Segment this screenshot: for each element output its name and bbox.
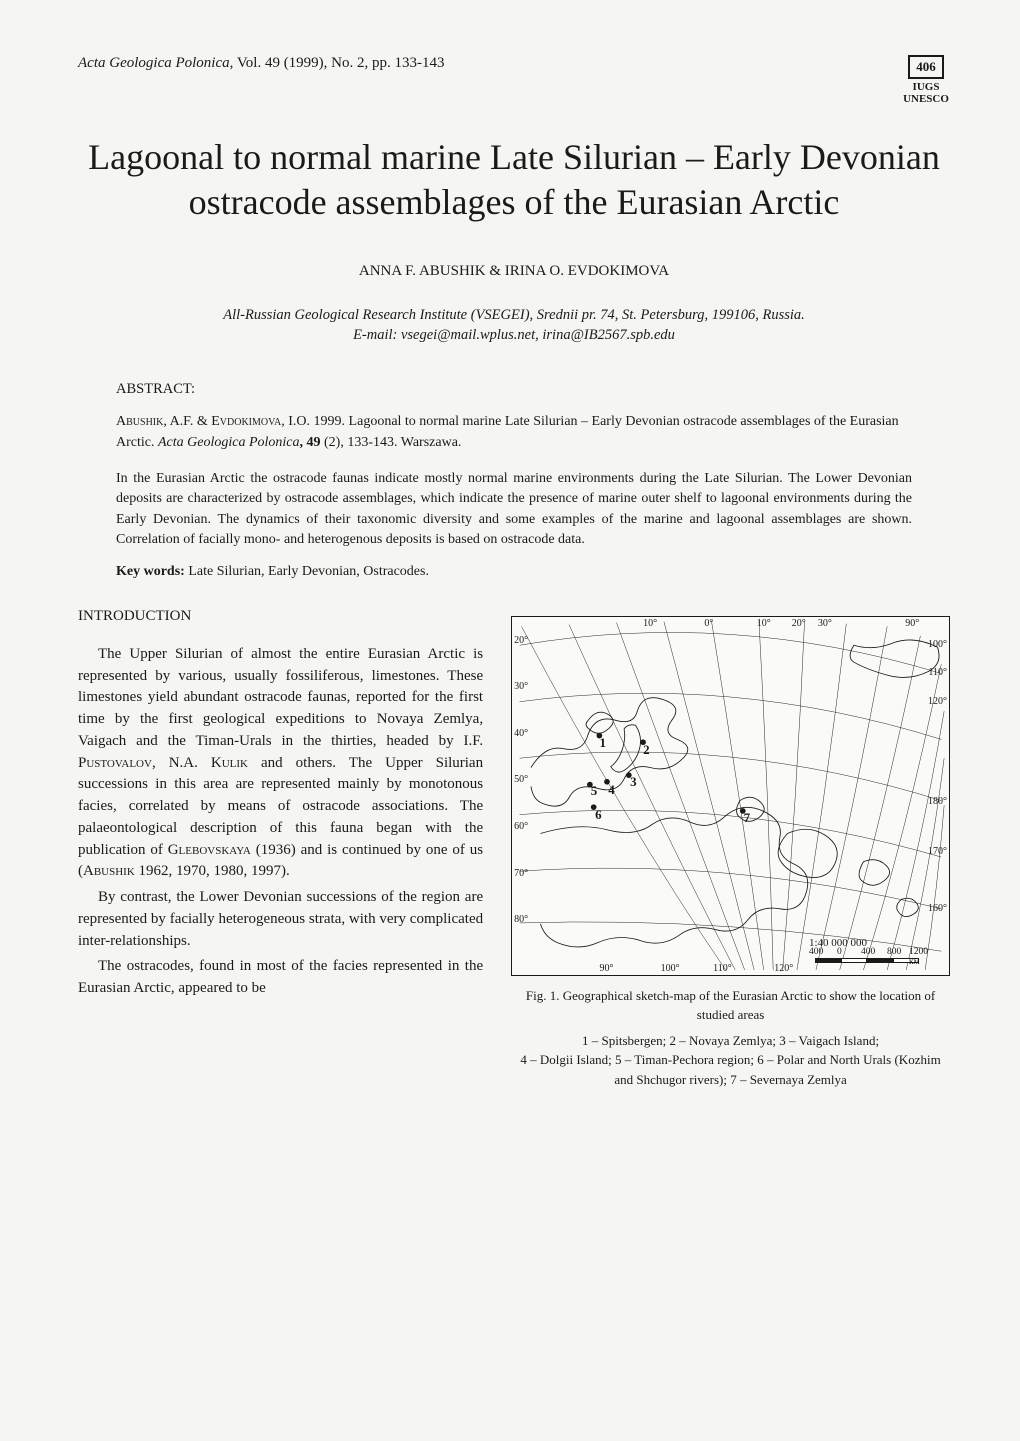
site-marker-3: 3	[630, 774, 637, 790]
deg-top-10e: 10°	[757, 618, 771, 629]
deg-left-60: 60°	[514, 821, 528, 832]
deg-right-120: 120°	[928, 696, 947, 707]
keywords-label: Key words:	[116, 564, 185, 579]
deg-right-170b: 170°	[928, 846, 947, 857]
paragraph-1: The Upper Silurian of almost the entire …	[78, 644, 483, 883]
paragraph-3: The ostracodes, found in most of the fac…	[78, 956, 483, 1000]
scale-t3: 800	[887, 947, 901, 957]
affiliation: All-Russian Geological Research Institut…	[78, 306, 950, 345]
citation-authors: Abushik, A.F. & Evdokimova, I.O. 1999.	[116, 414, 345, 429]
deg-top-0: 0°	[704, 618, 713, 629]
deg-top-30: 30°	[818, 618, 832, 629]
deg-left-50: 50°	[514, 774, 528, 785]
p1n1: Pustovalov	[78, 755, 152, 771]
site-marker-5: 5	[591, 783, 598, 799]
journal-volume: ,	[230, 55, 237, 71]
deg-top-10w: 10°	[643, 618, 657, 629]
deg-left-40: 40°	[514, 728, 528, 739]
deg-left-70: 70°	[514, 868, 528, 879]
program-badge: 406 IUGS UNESCO	[902, 55, 950, 105]
p1a: The Upper Silurian of almost the entire …	[78, 646, 483, 749]
deg-left-20: 20°	[514, 635, 528, 646]
keywords-value: Late Silurian, Early Devonian, Ostracode…	[185, 564, 429, 579]
p1e: 1962, 1970, 1980, 1997).	[135, 863, 290, 879]
site-marker-6: 6	[595, 807, 602, 823]
figure-1-map: 1 2 3 4 5 6 7 0° 10° 10° 20° 30° 90° 20°…	[511, 616, 950, 976]
badge-number: 406	[908, 55, 944, 79]
deg-left-30: 30°	[514, 681, 528, 692]
citation-journal: Acta Geologica Polonica	[158, 435, 300, 450]
p1n4: Abushik	[83, 863, 135, 879]
paper-title: Lagoonal to normal marine Late Silurian …	[78, 135, 950, 225]
two-column-body: INTRODUCTION The Upper Silurian of almos…	[78, 606, 950, 1089]
site-marker-1: 1	[599, 735, 606, 751]
affiliation-email: E-mail: vsegei@mail.wplus.net, irina@IB2…	[118, 326, 910, 346]
badge-org1: IUGS	[913, 81, 940, 93]
scale-t0: 400	[809, 947, 823, 957]
badge-org2: UNESCO	[903, 93, 949, 105]
deg-right-100: 100°	[928, 639, 947, 650]
scale-t2: 400	[861, 947, 875, 957]
deg-right-110: 110°	[928, 667, 947, 678]
figure-1-caption: Fig. 1. Geographical sketch-map of the E…	[511, 986, 950, 1025]
abstract-citation: Abushik, A.F. & Evdokimova, I.O. 1999. L…	[116, 412, 912, 453]
deg-top-90: 90°	[905, 618, 919, 629]
deg-right-160b: 160°	[928, 903, 947, 914]
p1n2: Kulik	[211, 755, 248, 771]
journal-vol-text: Vol. 49 (1999), No. 2, pp. 133-143	[237, 55, 445, 71]
section-heading-introduction: INTRODUCTION	[78, 606, 483, 628]
scale-t1: 0	[837, 947, 842, 957]
figure-legend-line-1: 1 – Spitsbergen; 2 – Novaya Zemlya; 3 – …	[511, 1031, 950, 1051]
paragraph-2: By contrast, the Lower Devonian successi…	[78, 887, 483, 952]
site-marker-2: 2	[643, 742, 650, 758]
figure-1-legend: 1 – Spitsbergen; 2 – Novaya Zemlya; 3 – …	[511, 1031, 950, 1090]
journal-name: Acta Geologica Polonica	[78, 55, 230, 71]
figure-legend-line-2: 4 – Dolgii Island; 5 – Timan-Pechora reg…	[511, 1050, 950, 1089]
deg-bot-120: 120°	[774, 963, 793, 974]
authors: ANNA F. ABUSHIK & IRINA O. EVDOKIMOVA	[78, 263, 950, 280]
deg-bot-110: 110°	[713, 963, 732, 974]
left-column: INTRODUCTION The Upper Silurian of almos…	[78, 606, 483, 1089]
site-marker-7: 7	[744, 810, 751, 826]
citation-vol: , 49	[300, 435, 321, 450]
site-marker-4: 4	[608, 782, 615, 798]
deg-left-80: 80°	[514, 914, 528, 925]
abstract-label: ABSTRACT:	[116, 381, 950, 398]
map-scale-bar: 400 0 400 800 1200 км	[815, 958, 919, 963]
map-site-dots	[587, 733, 746, 814]
scale-t4: 1200 км	[909, 947, 928, 967]
deg-bot-90: 90°	[599, 963, 613, 974]
deg-top-20: 20°	[792, 618, 806, 629]
right-column: 1 2 3 4 5 6 7 0° 10° 10° 20° 30° 90° 20°…	[511, 606, 950, 1089]
keywords: Key words: Late Silurian, Early Devonian…	[116, 564, 912, 580]
citation-rest: (2), 133-143. Warszawa.	[321, 435, 462, 450]
map-svg	[512, 617, 949, 975]
p1b: , N.A.	[152, 755, 211, 771]
deg-bot-100: 100°	[661, 963, 680, 974]
deg-right-180: 180°	[928, 796, 947, 807]
page-header: Acta Geologica Polonica, Vol. 49 (1999),…	[78, 55, 950, 105]
journal-citation: Acta Geologica Polonica, Vol. 49 (1999),…	[78, 55, 445, 72]
p1n3: Glebovskaya	[168, 842, 251, 858]
affiliation-institute: All-Russian Geological Research Institut…	[118, 306, 910, 326]
abstract-body: In the Eurasian Arctic the ostracode fau…	[116, 469, 912, 550]
